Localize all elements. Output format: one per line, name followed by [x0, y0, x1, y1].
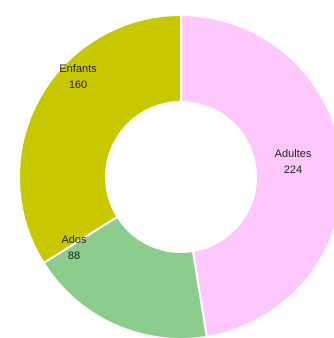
slice-adultes	[180, 13, 334, 338]
slice-label-adultes: Adultes	[275, 148, 312, 160]
slice-value-enfants: 160	[69, 79, 87, 91]
slice-value-ados: 88	[68, 250, 80, 262]
slice-label-enfants: Enfants	[59, 63, 97, 75]
slice-value-adultes: 224	[284, 164, 302, 176]
slice-ados	[42, 215, 208, 338]
slice-enfants	[18, 13, 182, 265]
slice-label-ados: Ados	[61, 234, 87, 246]
